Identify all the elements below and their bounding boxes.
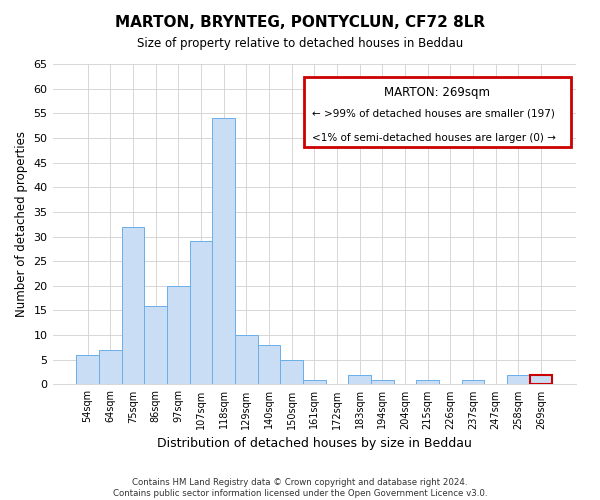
Bar	[280, 360, 303, 384]
Bar	[371, 380, 394, 384]
Text: Size of property relative to detached houses in Beddau: Size of property relative to detached ho…	[137, 38, 463, 51]
Bar	[122, 226, 145, 384]
Bar	[303, 380, 326, 384]
FancyBboxPatch shape	[304, 77, 571, 148]
Bar	[257, 345, 280, 385]
Y-axis label: Number of detached properties: Number of detached properties	[15, 131, 28, 317]
Text: ← >99% of detached houses are smaller (197): ← >99% of detached houses are smaller (1…	[311, 109, 554, 119]
Bar	[461, 380, 484, 384]
Bar	[530, 374, 552, 384]
Bar	[76, 355, 99, 384]
Bar	[212, 118, 235, 384]
Bar	[190, 242, 212, 384]
Text: MARTON, BRYNTEG, PONTYCLUN, CF72 8LR: MARTON, BRYNTEG, PONTYCLUN, CF72 8LR	[115, 15, 485, 30]
Bar	[235, 335, 257, 384]
Bar	[348, 374, 371, 384]
Bar	[167, 286, 190, 384]
Bar	[507, 374, 530, 384]
Bar	[145, 306, 167, 384]
Bar	[99, 350, 122, 384]
Text: <1% of semi-detached houses are larger (0) →: <1% of semi-detached houses are larger (…	[311, 133, 556, 143]
X-axis label: Distribution of detached houses by size in Beddau: Distribution of detached houses by size …	[157, 437, 472, 450]
Text: Contains HM Land Registry data © Crown copyright and database right 2024.
Contai: Contains HM Land Registry data © Crown c…	[113, 478, 487, 498]
Text: MARTON: 269sqm: MARTON: 269sqm	[384, 86, 490, 100]
Bar	[416, 380, 439, 384]
